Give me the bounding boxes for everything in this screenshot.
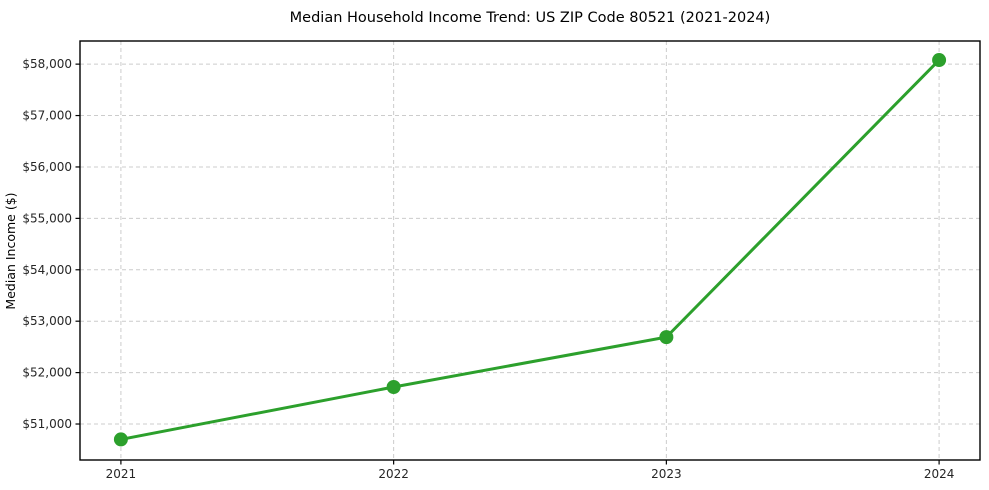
y-tick-label: $51,000 (22, 417, 72, 431)
axis-tick-labels: $51,000 $52,000 $53,000 $54,000 $55,000 $56,0… (22, 57, 954, 481)
y-tick-label: $54,000 (22, 263, 72, 277)
data-point-marker (113, 432, 128, 447)
data-point-marker (932, 53, 947, 68)
data-points-group (113, 53, 947, 447)
y-tick-label: $57,000 (22, 109, 72, 123)
plot-border (79, 40, 981, 461)
x-tick-label: 2022 (378, 467, 409, 481)
series-line-group (119, 58, 941, 441)
y-tick-label: $53,000 (22, 314, 72, 328)
x-tick-label: 2023 (651, 467, 682, 481)
y-axis-label: Median Income ($) (3, 192, 18, 309)
chart-title: Median Household Income Trend: US ZIP Co… (290, 10, 771, 26)
y-tick-label: $56,000 (22, 160, 72, 174)
gridlines (80, 41, 980, 460)
x-tick-label: 2024 (924, 467, 955, 481)
series-line (119, 58, 941, 441)
axis-ticks (75, 63, 940, 465)
y-tick-label: $52,000 (22, 366, 72, 380)
data-point-marker (386, 379, 401, 394)
y-tick-label: $58,000 (22, 57, 72, 71)
y-tick-label: $55,000 (22, 211, 72, 225)
x-tick-label: 2021 (106, 467, 137, 481)
data-point-marker (659, 330, 674, 345)
